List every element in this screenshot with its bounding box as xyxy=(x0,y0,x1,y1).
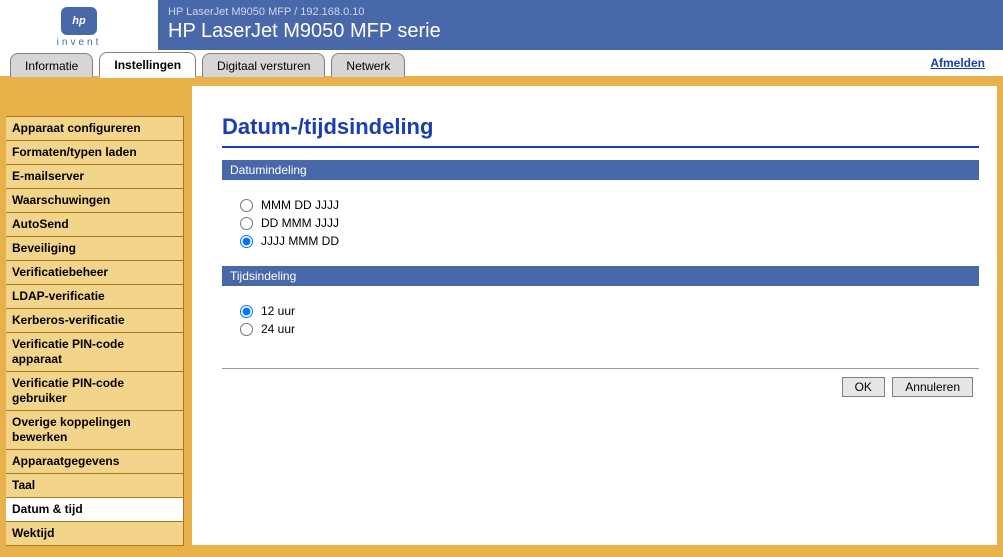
sidebar-item-waarschuwingen[interactable]: Waarschuwingen xyxy=(6,188,184,213)
sidebar-item-pin-gebruiker[interactable]: Verificatie PIN-code gebruiker xyxy=(6,371,184,411)
body-wrap: Apparaat configureren Formaten/typen lad… xyxy=(0,78,1003,557)
date-option-jjjj-mmm-dd[interactable]: JJJJ MMM DD xyxy=(240,234,969,248)
time-radio-2-label: 24 uur xyxy=(261,322,295,336)
breadcrumb: HP LaserJet M9050 MFP / 192.168.0.10 xyxy=(168,6,993,18)
tab-netwerk[interactable]: Netwerk xyxy=(331,53,405,77)
header-bar: hp invent HP LaserJet M9050 MFP / 192.16… xyxy=(0,0,1003,50)
sidebar: Apparaat configureren Formaten/typen lad… xyxy=(6,86,184,545)
tab-bar: Informatie Instellingen Digitaal verstur… xyxy=(0,50,1003,78)
date-radio-1-label: MMM DD JJJJ xyxy=(261,198,339,212)
sidebar-item-emailserver[interactable]: E-mailserver xyxy=(6,164,184,189)
date-radio-2-label: DD MMM JJJJ xyxy=(261,216,339,230)
page-title: Datum-/tijdsindeling xyxy=(222,114,979,148)
date-radio-3[interactable] xyxy=(240,235,253,248)
sidebar-item-overige-koppelingen[interactable]: Overige koppelingen bewerken xyxy=(6,410,184,450)
sidebar-item-apparaat-configureren[interactable]: Apparaat configureren xyxy=(6,116,184,141)
time-radio-1[interactable] xyxy=(240,305,253,318)
time-radio-2[interactable] xyxy=(240,323,253,336)
sidebar-item-ldap-verificatie[interactable]: LDAP-verificatie xyxy=(6,284,184,309)
time-option-24[interactable]: 24 uur xyxy=(240,322,969,336)
date-radio-1[interactable] xyxy=(240,199,253,212)
logo-subtext: invent xyxy=(57,37,102,48)
date-radio-2[interactable] xyxy=(240,217,253,230)
time-option-12[interactable]: 12 uur xyxy=(240,304,969,318)
time-radio-1-label: 12 uur xyxy=(261,304,295,318)
time-section-header: Tijdsindeling xyxy=(222,266,979,286)
time-format-group: 12 uur 24 uur xyxy=(222,296,979,354)
ok-button[interactable]: OK xyxy=(842,377,885,397)
logo-area: hp invent xyxy=(0,0,158,50)
sidebar-item-wektijd[interactable]: Wektijd xyxy=(6,521,184,546)
sidebar-item-pin-apparaat[interactable]: Verificatie PIN-code apparaat xyxy=(6,332,184,372)
sidebar-item-kerberos-verificatie[interactable]: Kerberos-verificatie xyxy=(6,308,184,333)
logout-link[interactable]: Afmelden xyxy=(930,56,985,70)
sidebar-item-autosend[interactable]: AutoSend xyxy=(6,212,184,237)
header-text: HP LaserJet M9050 MFP / 192.168.0.10 HP … xyxy=(158,0,1003,50)
device-title: HP LaserJet M9050 MFP serie xyxy=(168,20,993,43)
sidebar-item-beveiliging[interactable]: Beveiliging xyxy=(6,236,184,261)
sidebar-item-datum-tijd[interactable]: Datum & tijd xyxy=(6,497,184,522)
sidebar-item-taal[interactable]: Taal xyxy=(6,473,184,498)
date-format-group: MMM DD JJJJ DD MMM JJJJ JJJJ MMM DD xyxy=(222,190,979,266)
sidebar-item-formaten-typen-laden[interactable]: Formaten/typen laden xyxy=(6,140,184,165)
cancel-button[interactable]: Annuleren xyxy=(892,377,973,397)
date-option-mmm-dd-jjjj[interactable]: MMM DD JJJJ xyxy=(240,198,969,212)
date-section-header: Datumindeling xyxy=(222,160,979,180)
separator xyxy=(222,368,979,369)
content-panel: Datum-/tijdsindeling Datumindeling MMM D… xyxy=(192,86,997,545)
sidebar-item-apparaatgegevens[interactable]: Apparaatgegevens xyxy=(6,449,184,474)
tab-informatie[interactable]: Informatie xyxy=(10,53,93,77)
button-row: OK Annuleren xyxy=(222,377,979,397)
hp-logo-icon: hp xyxy=(61,7,97,35)
tab-instellingen[interactable]: Instellingen xyxy=(99,52,196,78)
tab-digitaal-versturen[interactable]: Digitaal versturen xyxy=(202,53,325,77)
date-option-dd-mmm-jjjj[interactable]: DD MMM JJJJ xyxy=(240,216,969,230)
date-radio-3-label: JJJJ MMM DD xyxy=(261,234,339,248)
sidebar-item-verificatiebeheer[interactable]: Verificatiebeheer xyxy=(6,260,184,285)
